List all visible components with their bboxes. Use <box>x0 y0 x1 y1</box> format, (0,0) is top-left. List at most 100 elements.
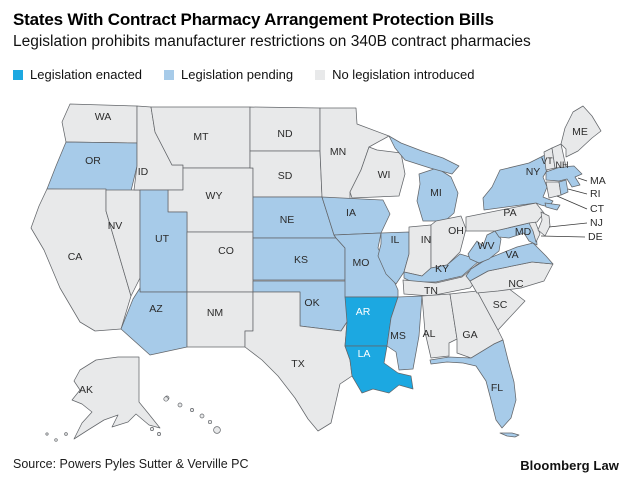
state-ak-island <box>64 432 68 436</box>
state-label-il: IL <box>391 234 400 246</box>
state-ny <box>482 154 554 211</box>
state-label-nm: NM <box>207 307 223 319</box>
legend-swatch-enacted <box>13 69 23 80</box>
state-label-nc: NC <box>508 278 524 290</box>
state-hi-island <box>177 402 183 408</box>
state-label-oh: OH <box>448 225 464 237</box>
state-nh <box>551 143 567 169</box>
state-hi-island <box>199 413 205 419</box>
state-label-ga: GA <box>462 329 477 341</box>
state-ak-island <box>45 432 49 436</box>
state-label-nj: NJ <box>590 217 603 229</box>
state-ak <box>71 356 161 440</box>
leader-line-nj <box>548 222 588 228</box>
leader-line-ct <box>556 195 588 210</box>
state-hi-island <box>207 419 213 425</box>
state-label-me: ME <box>572 126 588 138</box>
legend-label-enacted: Legislation enacted <box>30 67 143 82</box>
legend-item-none: No legislation introduced <box>315 67 474 82</box>
state-hi-island <box>213 426 221 434</box>
state-label-fl: FL <box>491 382 503 394</box>
state-va <box>465 242 554 282</box>
legend: Legislation enacted Legislation pending … <box>13 67 496 82</box>
state-az <box>120 287 188 356</box>
state-label-nv: NV <box>108 220 123 232</box>
state-fl <box>499 432 520 438</box>
state-label-mi: MI <box>430 187 442 199</box>
state-label-mn: MN <box>330 146 346 158</box>
state-label-ct: CT <box>590 203 605 215</box>
state-wv <box>467 230 502 264</box>
state-label-id: ID <box>138 166 149 178</box>
legend-swatch-pending <box>164 69 175 80</box>
leader-line-ri <box>567 188 588 195</box>
state-ak-island <box>150 427 154 431</box>
state-label-ok: OK <box>304 297 319 309</box>
state-label-wv: WV <box>478 240 495 252</box>
state-label-ks: KS <box>294 254 308 266</box>
leader-line-de <box>540 235 586 238</box>
legend-label-pending: Legislation pending <box>181 67 294 82</box>
legend-item-enacted: Legislation enacted <box>13 67 142 82</box>
state-label-mo: MO <box>353 257 370 269</box>
state-label-nh: NH <box>556 160 569 170</box>
state-label-ny: NY <box>526 166 541 178</box>
state-ak-island <box>157 432 161 436</box>
leader-line-ma <box>577 177 588 182</box>
state-ny <box>544 202 561 211</box>
state-label-or: OR <box>85 155 101 167</box>
state-ia <box>321 196 391 236</box>
legend-label-none: No legislation introduced <box>332 67 475 82</box>
state-hi-island <box>163 396 169 402</box>
state-pa <box>465 202 545 232</box>
state-mi <box>416 167 459 222</box>
state-label-ms: MS <box>390 330 406 342</box>
state-label-ar: AR <box>356 306 371 318</box>
state-ma <box>545 165 583 188</box>
state-label-va: VA <box>505 249 518 261</box>
state-mo <box>333 232 399 298</box>
state-ri <box>558 179 569 196</box>
state-ak-island <box>54 438 58 442</box>
state-la <box>344 345 414 394</box>
state-label-mt: MT <box>193 131 209 143</box>
state-label-wy: WY <box>206 190 223 202</box>
state-wi <box>349 146 406 199</box>
state-label-sd: SD <box>278 170 293 182</box>
chart-title: States With Contract Pharmacy Arrangemen… <box>13 10 494 29</box>
state-wa <box>61 103 138 144</box>
state-label-nd: ND <box>277 128 293 140</box>
state-fl <box>429 339 517 429</box>
state-mi <box>388 135 460 175</box>
state-label-tn: TN <box>424 285 438 297</box>
state-ms <box>386 295 423 371</box>
state-label-ak: AK <box>79 384 93 396</box>
state-label-sc: SC <box>493 299 508 311</box>
state-label-ca: CA <box>68 251 83 263</box>
state-label-tx: TX <box>291 358 304 370</box>
state-label-ut: UT <box>155 233 170 245</box>
state-label-ri: RI <box>590 188 601 200</box>
state-hi-island <box>190 408 194 412</box>
state-label-wi: WI <box>378 169 391 181</box>
state-ct <box>545 181 562 199</box>
legend-swatch-none <box>315 69 326 80</box>
state-co <box>186 231 254 293</box>
state-label-ne: NE <box>280 214 295 226</box>
state-nm <box>186 291 254 348</box>
state-label-ia: IA <box>346 207 356 219</box>
state-label-in: IN <box>421 234 432 246</box>
chart-subtitle: Legislation prohibits manufacturer restr… <box>13 33 531 50</box>
state-label-wa: WA <box>95 111 112 123</box>
state-label-pa: PA <box>503 207 516 219</box>
state-label-al: AL <box>423 328 436 340</box>
source-note: Source: Powers Pyles Sutter & Verville P… <box>13 457 249 471</box>
state-tx <box>244 291 353 432</box>
state-label-vt: VT <box>541 156 553 166</box>
state-me <box>560 105 602 158</box>
state-label-md: MD <box>515 226 532 238</box>
state-label-la: LA <box>358 348 371 360</box>
state-label-az: AZ <box>149 303 163 315</box>
state-label-de: DE <box>588 231 603 243</box>
